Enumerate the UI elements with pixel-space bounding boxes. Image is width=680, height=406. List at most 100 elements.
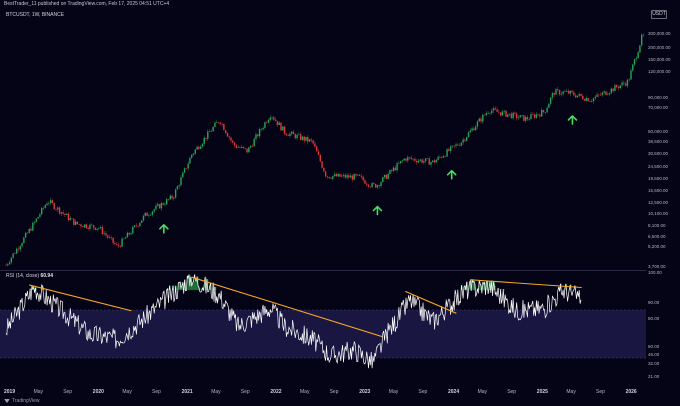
candle-body	[524, 117, 527, 121]
arrows-layer	[159, 115, 578, 234]
rsi-overbought-segment	[187, 275, 189, 291]
time-axis-label: Sep	[418, 389, 428, 395]
candle-body	[396, 163, 398, 171]
time-axis-label: 2023	[359, 389, 371, 395]
candle-body	[298, 134, 300, 135]
candle-body	[448, 149, 450, 151]
candle-body	[144, 212, 146, 216]
candle-body	[501, 111, 504, 116]
candle-body	[289, 133, 291, 136]
candle-body	[458, 145, 461, 146]
candle-body	[67, 213, 70, 221]
candle-body	[46, 203, 48, 206]
time-axis-label: 2024	[448, 389, 460, 395]
candle-body	[614, 85, 616, 92]
candle-body	[357, 174, 359, 176]
candle-body	[512, 112, 514, 119]
candle-body	[432, 160, 434, 162]
candle-body	[430, 161, 432, 165]
candle-body	[105, 233, 107, 236]
candle-body	[210, 131, 213, 132]
rsi-overbought-segment	[464, 286, 466, 291]
rsi-overbought-segment	[172, 285, 175, 291]
time-axis-label: May	[122, 389, 132, 395]
rsi-overbought-segment	[472, 282, 475, 291]
rsi-axis-label: 80.00	[648, 316, 660, 321]
candle-body	[119, 246, 121, 247]
candle-body	[180, 177, 182, 186]
candle-body	[628, 79, 630, 81]
candle-body	[491, 110, 493, 114]
candle-body	[612, 88, 614, 92]
candle-body	[235, 145, 238, 148]
candle-body	[207, 131, 209, 139]
candle-body	[273, 117, 275, 120]
rsi-trendline[interactable]	[29, 284, 132, 312]
candle-body	[151, 211, 154, 215]
candle-body	[41, 207, 43, 215]
candle-body	[537, 114, 539, 115]
candle-body	[224, 130, 227, 134]
rsi-trendline[interactable]	[470, 279, 582, 289]
candle-body	[103, 233, 105, 234]
rsi-overbought-segment	[181, 288, 183, 291]
candle-body	[32, 222, 34, 231]
candle-body	[230, 137, 232, 141]
candle-body	[239, 147, 241, 148]
candle-body	[496, 109, 498, 112]
candle-body	[599, 94, 602, 96]
candle-body	[385, 174, 388, 179]
candle-body	[399, 160, 402, 164]
currency-badge[interactable]: USDT	[651, 10, 667, 19]
rsi-trendline[interactable]	[191, 276, 383, 338]
price-axis-label: 200,000.00	[648, 45, 671, 50]
candle-body	[324, 171, 327, 177]
price-axis-label: 90,000.00	[648, 95, 669, 100]
rsi-overbought-segment	[497, 287, 500, 291]
candle-body	[296, 134, 298, 139]
rsi-legend[interactable]: RSI (14, close) 60.94	[6, 273, 53, 279]
candle-body	[101, 227, 104, 234]
candle-body	[51, 200, 54, 204]
rsi-overbought-segment	[479, 280, 481, 291]
candle-body	[494, 108, 496, 110]
candle-body	[428, 158, 430, 165]
rsi-legend-value: 60.94	[40, 273, 53, 279]
candle-body	[283, 126, 286, 134]
candle-body	[310, 139, 313, 141]
candle-body	[528, 119, 530, 120]
time-axis-label: May	[477, 389, 488, 395]
rsi-trendline[interactable]	[405, 290, 457, 314]
candle-body	[135, 225, 138, 227]
candle-body	[407, 157, 409, 161]
candle-body	[344, 174, 346, 178]
candle-body	[358, 174, 361, 176]
candle-body	[487, 112, 489, 114]
candle-body	[291, 131, 293, 134]
candle-body	[85, 224, 88, 229]
trendlines-layer[interactable]	[29, 276, 582, 338]
symbol-legend[interactable]: BTCUSDT, 1W, BINANCE	[6, 12, 65, 18]
rsi-overbought-segment	[195, 279, 197, 291]
time-axis-label: May	[300, 389, 310, 395]
candle-body	[33, 221, 36, 223]
candle-body	[78, 223, 80, 225]
candle-body	[126, 232, 129, 238]
rsi-overbought-segment	[487, 280, 489, 291]
rsi-overbought-segment	[570, 284, 572, 291]
rsi-overbought-segment	[469, 282, 471, 291]
candle-body	[312, 140, 314, 144]
candle-body	[128, 232, 130, 235]
candle-body	[267, 119, 270, 123]
candle-body	[123, 238, 125, 240]
rsi-overbought-segment	[491, 280, 494, 291]
price-axis-label: 300,000.00	[648, 31, 671, 36]
candle-body	[326, 176, 329, 178]
candle-body	[451, 145, 454, 147]
price-axis-label: 3,700.00	[648, 264, 666, 269]
candle-body	[167, 199, 170, 200]
candle-body	[446, 149, 448, 157]
candle-body	[574, 95, 577, 98]
candle-body	[567, 90, 570, 94]
